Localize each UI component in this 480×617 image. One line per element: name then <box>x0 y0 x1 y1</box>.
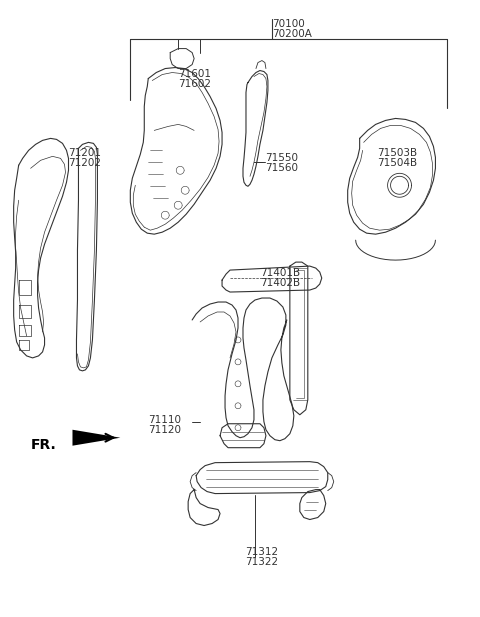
Text: 71601: 71601 <box>178 68 211 78</box>
Text: 70200A: 70200A <box>272 28 312 39</box>
Text: 71322: 71322 <box>245 557 278 568</box>
Text: FR.: FR. <box>31 437 56 452</box>
Text: 70100: 70100 <box>272 19 305 28</box>
Polygon shape <box>72 429 120 445</box>
Text: 71202: 71202 <box>69 159 101 168</box>
Text: 71560: 71560 <box>265 164 298 173</box>
Text: 71110: 71110 <box>148 415 181 424</box>
Text: 71401B: 71401B <box>260 268 300 278</box>
Text: 71201: 71201 <box>69 148 101 159</box>
Text: 71120: 71120 <box>148 424 181 435</box>
Text: 71503B: 71503B <box>378 148 418 159</box>
Text: 71312: 71312 <box>245 547 278 558</box>
Text: 71602: 71602 <box>178 78 211 88</box>
Text: 71402B: 71402B <box>260 278 300 288</box>
Text: 71504B: 71504B <box>378 159 418 168</box>
Text: 71550: 71550 <box>265 154 298 164</box>
